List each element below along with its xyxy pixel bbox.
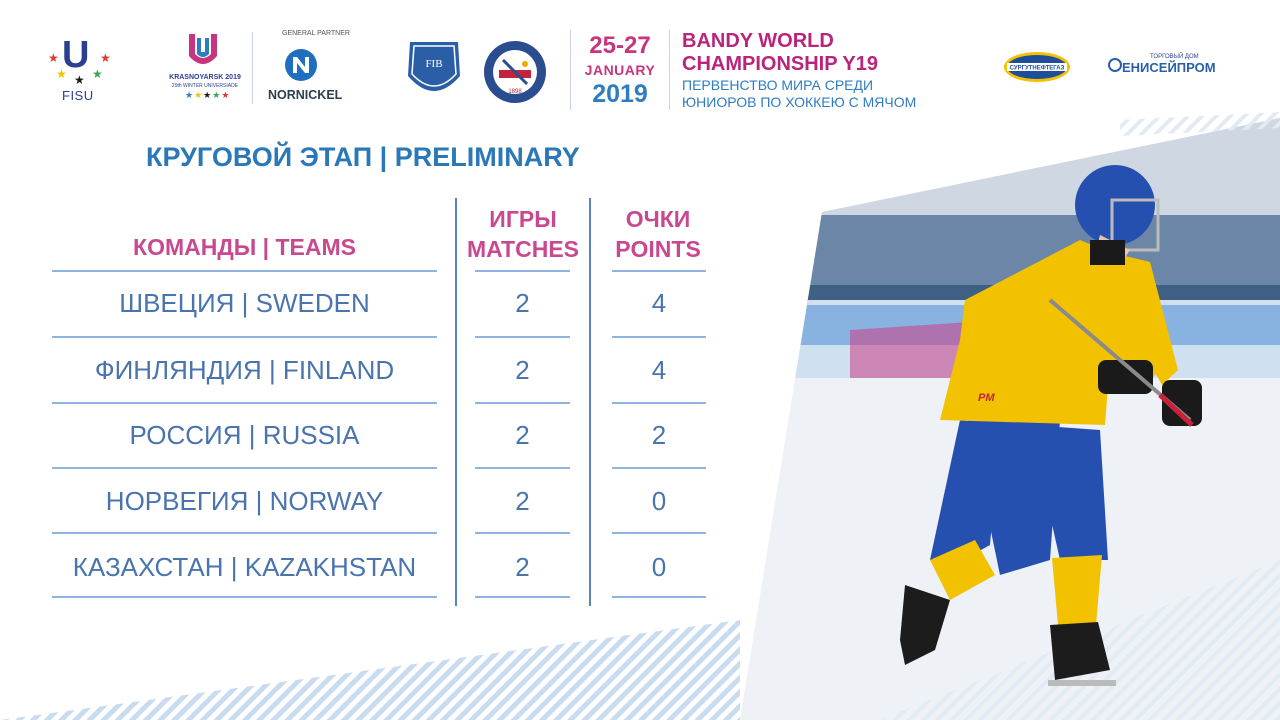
team-name: РОССИЯ | RUSSIA [129,420,360,450]
event-title-line2: CHAMPIONSHIP Y19 [682,53,878,75]
column-divider [455,198,457,606]
points-header-en: POINTS [615,236,701,262]
row-divider [52,336,437,338]
fib-text: FIB [425,58,442,70]
row-divider [52,270,437,272]
partner-name: NORNICKEL [268,88,343,102]
row-divider [475,596,570,598]
matches-value: 2 [515,486,530,516]
row-divider [612,596,706,598]
row-divider [475,270,570,272]
points-header-ru: ОЧКИ [625,206,691,232]
yeniseiprom-icon [1108,58,1122,72]
points-header: ОЧКИ POINTS [593,204,723,264]
event-subtitle-line2: ЮНИОРОВ ПО ХОККЕЮ С МЯЧОМ [682,94,917,110]
matches-value: 2 [515,355,530,385]
points-value: 0 [651,552,667,582]
row-divider [52,596,437,598]
fib-logo: FIB [408,42,460,91]
row-divider [52,532,437,534]
matches-header-ru: ИГРЫ [489,206,557,232]
row-divider [475,402,570,404]
frb-logo: 1898 [484,41,546,103]
nornickel-logo: GENERAL PARTNER NORNICKEL [262,30,362,110]
sponsor2-caption: ТОРГОВЫЙ ДОМ [1150,54,1199,60]
matches-value: 2 [515,552,530,582]
sponsor1-name: СУРГУТНЕФТЕГАЗ [1010,66,1065,72]
points-value: 0 [651,486,667,516]
partner-caption: GENERAL PARTNER [282,30,350,37]
sponsor2-name: ЕНИСЕЙПРОМ [1122,60,1216,75]
surgutneftegas-logo: СУРГУТНЕФТЕГАЗ [1004,52,1070,82]
row-divider [612,467,706,469]
date-month: JANUARY [584,62,656,78]
jersey-badge: PM [978,392,995,404]
fisu-u-icon: U [62,34,90,76]
fisu-logo: U ★ ★ ★ ★ ★ FISU [48,34,111,103]
row-divider [612,270,706,272]
event-title-line1: BANDY WORLD [682,30,834,52]
header: U ★ ★ ★ ★ ★ FISU KRASNOYARSK 2019 29th W… [0,0,1280,120]
row-divider [612,336,706,338]
event-dates: 25-27 JANUARY 2019 [570,30,670,110]
row-divider [475,532,570,534]
date-range: 25-27 [589,32,651,59]
teams-header: КОМАНДЫ | TEAMS [133,234,356,260]
team-name: ФИНЛЯНДИЯ | FINLAND [94,355,395,385]
universiade-logo: KRASNOYARSK 2019 29th WINTER UNIVERSIADE… [165,32,245,102]
row-divider [475,336,570,338]
row-divider [475,467,570,469]
points-value: 4 [651,355,667,385]
row-divider [612,402,706,404]
yeniseiprom-logo: ТОРГОВЫЙ ДОМ ЕНИСЕЙПРОМ [1108,54,1238,80]
player-figure [900,165,1202,686]
event-subtitle-line1: ПЕРВЕНСТВО МИРА СРЕДИ [682,77,874,93]
matches-header-en: MATCHES [466,236,579,262]
frb-year: 1898 [508,89,522,95]
date-year: 2019 [592,80,648,108]
points-value: 2 [651,420,667,450]
matches-value: 2 [515,288,530,318]
row-divider [52,402,437,404]
universiade-edition: 29th WINTER UNIVERSIADE [171,83,239,89]
row-divider [52,467,437,469]
universiade-icon [189,34,217,64]
header-divider [252,32,253,104]
event-title: BANDY WORLD CHAMPIONSHIP Y19 ПЕРВЕНСТВО … [682,30,942,110]
points-value: 4 [651,288,667,318]
universiade-city: KRASNOYARSK 2019 [169,74,241,81]
row-divider [612,532,706,534]
matches-header: ИГРЫ MATCHES [458,204,588,264]
page-title: КРУГОВОЙ ЭТАП | PRELIMINARY [146,142,580,172]
fisu-label: FISU [62,88,94,103]
nornickel-icon [285,49,317,81]
column-divider [589,198,591,606]
team-name: КАЗАХСТАН | KAZAKHSTAN [72,552,417,582]
team-name: НОРВЕГИЯ | NORWAY [105,486,384,516]
matches-value: 2 [515,420,530,450]
team-name: ШВЕЦИЯ | SWEDEN [119,288,370,318]
